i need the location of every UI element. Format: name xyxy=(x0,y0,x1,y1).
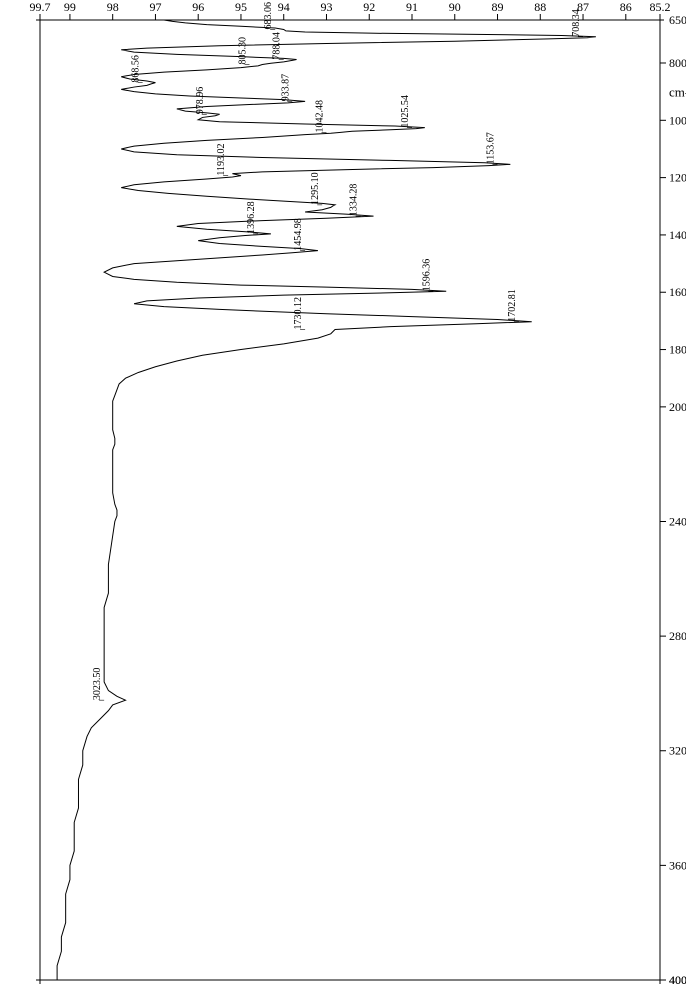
y-tick-label: 97 xyxy=(149,0,161,14)
peak-label: 1396.28 xyxy=(246,201,257,234)
peak-label: 3023.50 xyxy=(92,668,103,701)
y-tick-label: 94 xyxy=(278,0,290,14)
y-end-label: 85.2 xyxy=(650,0,671,14)
y-tick-label: 90 xyxy=(449,0,461,14)
x-tick-label: 1000 xyxy=(669,113,686,127)
y-end-label: 99.7 xyxy=(30,0,51,14)
x-tick-label: 3200 xyxy=(669,744,686,758)
peak-label: 1596.36 xyxy=(421,259,432,292)
x-tick-label: 2000 xyxy=(669,400,686,414)
peak-label: 933.87 xyxy=(280,74,291,102)
peak-label: 805.30 xyxy=(238,37,249,65)
x-end-label: 650.0 xyxy=(669,13,686,27)
x-tick-label: 3600 xyxy=(669,858,686,872)
y-tick-label: 86 xyxy=(620,0,632,14)
x-tick-label: 2800 xyxy=(669,629,686,643)
peak-label: 1025.54 xyxy=(400,95,411,128)
peak-label: 788.04 xyxy=(272,32,283,60)
peak-label: 868.56 xyxy=(131,55,142,83)
peak-label: 1153.67 xyxy=(486,132,497,164)
x-tick-label: 1600 xyxy=(669,285,686,299)
x-end-label: 4000.0 xyxy=(669,973,686,987)
y-tick-label: 92 xyxy=(363,0,375,14)
x-tick-label: 1400 xyxy=(669,228,686,242)
peak-label: 1334.28 xyxy=(349,184,360,217)
spectrum-trace xyxy=(57,20,596,980)
y-tick-label: 91 xyxy=(406,0,418,14)
y-tick-label: 93 xyxy=(320,0,332,14)
ir-spectrum-chart: 999897969594939291908988878699.785.2%T%T… xyxy=(0,0,686,1000)
x-tick-label: 2400 xyxy=(669,514,686,528)
peak-label: 1042.48 xyxy=(314,100,325,133)
x-tick-label: 800 xyxy=(669,56,686,70)
peak-label: 1193.02 xyxy=(216,143,227,175)
x-tick-label: 1800 xyxy=(669,343,686,357)
peak-label: 708.34 xyxy=(571,9,582,37)
chart-svg: 999897969594939291908988878699.785.2%T%T… xyxy=(0,0,686,1000)
peak-label: 1295.10 xyxy=(310,172,321,205)
y-tick-label: 95 xyxy=(235,0,247,14)
peak-label: 1702.81 xyxy=(507,289,518,322)
wavenumber-axis-label: cm-1 xyxy=(669,85,686,100)
peak-label: 978.96 xyxy=(195,87,206,115)
y-tick-label: 98 xyxy=(107,0,119,14)
peak-label: 1454.98 xyxy=(293,218,304,251)
x-tick-label: 1200 xyxy=(669,171,686,185)
y-tick-label: 89 xyxy=(492,0,504,14)
peak-label: 683.06 xyxy=(263,2,274,30)
y-tick-label: 88 xyxy=(534,0,546,14)
peak-label: 1730.12 xyxy=(293,297,304,330)
y-tick-label: 99 xyxy=(64,0,76,14)
y-tick-label: 96 xyxy=(192,0,204,14)
